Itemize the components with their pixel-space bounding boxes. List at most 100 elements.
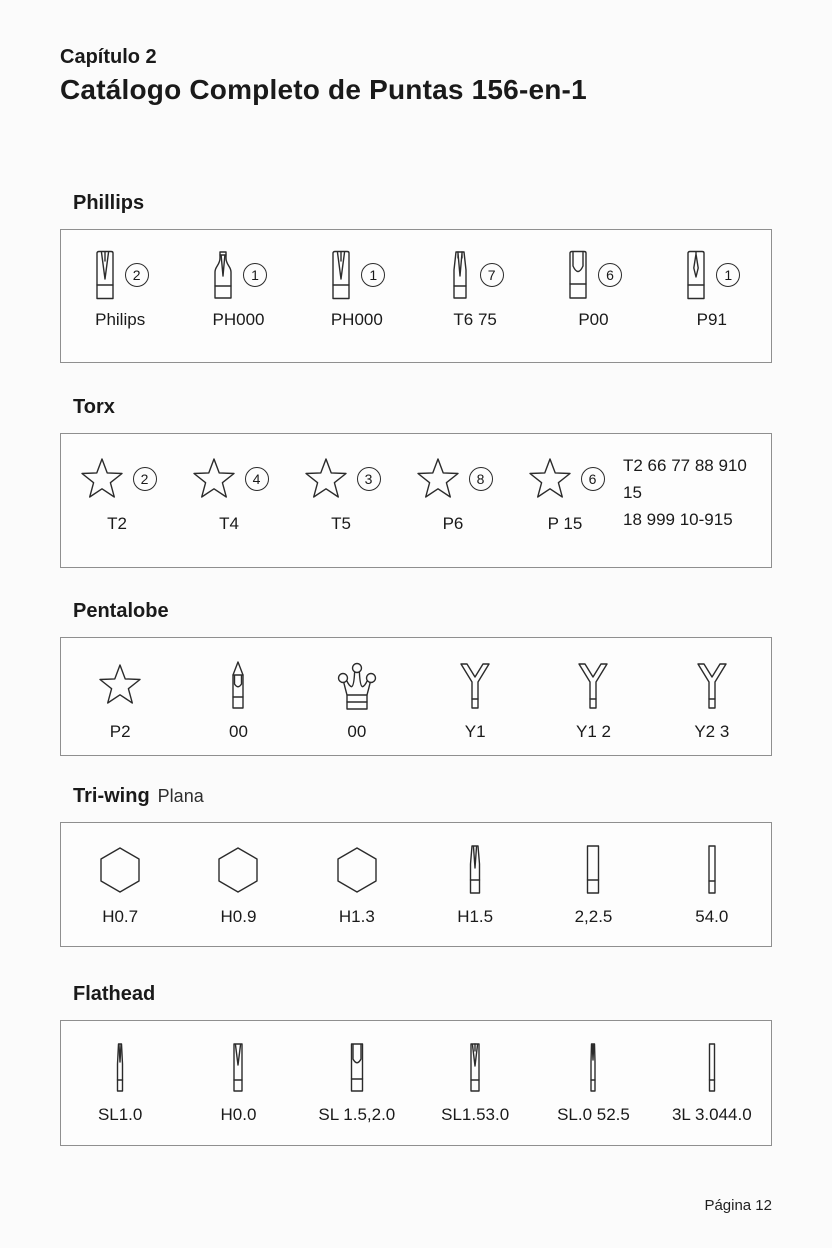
section-flathead: Flathead SL1.0	[60, 983, 772, 1146]
bit-item: H0.9	[179, 840, 297, 946]
pencil-bit-icon	[232, 661, 245, 709]
section-title: Tri-wing	[73, 785, 150, 807]
tri-point-y-bit-icon	[460, 663, 490, 709]
section-torx: Torx 2 T2 4 T4	[60, 396, 772, 568]
bit-item: 1 PH000	[298, 247, 416, 362]
bit-item: 6 P 15	[509, 451, 621, 567]
bit-label: 54.0	[695, 907, 729, 926]
flat-thin-taper-bit-icon	[590, 1043, 597, 1092]
torx-box: 2 T2 4 T4 3	[60, 433, 772, 568]
section-title: Torx	[73, 396, 115, 418]
torx-star-icon	[192, 458, 235, 498]
bit-item: SL 1.5,2.0	[298, 1038, 416, 1145]
slim-rect-bit-icon	[708, 845, 716, 894]
page-number: Página 12	[704, 1197, 772, 1214]
bit-item: Y1 2	[534, 655, 652, 755]
bit-label: P2	[109, 722, 131, 741]
bit-label: 00	[229, 722, 248, 741]
bit-item: 2,2.5	[534, 840, 652, 946]
bit-item: Y2 3	[653, 655, 771, 755]
bit-item: SL.0 52.5	[534, 1038, 652, 1145]
count-badge: 6	[597, 263, 622, 287]
bit-item: P2	[61, 655, 179, 755]
bit-item: 00	[179, 655, 297, 755]
hex-bit-icon	[218, 847, 259, 893]
count-badge: 1	[716, 263, 741, 287]
bit-item: 2 T2	[61, 451, 173, 567]
section-title: Flathead	[73, 983, 156, 1005]
bit-label: Y1	[464, 722, 486, 741]
bit-label: P00	[578, 310, 609, 329]
bit-item: 8 P6	[397, 451, 509, 567]
bit-label: SL 1.5,2.0	[318, 1105, 396, 1124]
bit-item: 54.0	[653, 840, 771, 946]
hex-bit-icon	[337, 847, 377, 893]
torx-star-icon	[416, 458, 459, 498]
crown-bit-icon	[337, 662, 377, 710]
bit-label: SL1.0	[97, 1105, 143, 1124]
phillips-bit-icon	[95, 250, 114, 300]
bit-label: H1.5	[457, 907, 494, 926]
bit-item: 7 T6 75	[416, 247, 534, 362]
bit-label: Y1 2	[575, 722, 611, 741]
bit-label: PH000	[212, 310, 265, 329]
phillips-taper-bit-icon	[452, 251, 467, 299]
flat-v-bit-icon	[233, 1043, 244, 1092]
bit-item: 1 PH000	[179, 247, 297, 362]
flat-v-bit-icon	[470, 1043, 480, 1092]
bit-item: 00	[298, 655, 416, 755]
torx-sizes-note: T2 66 77 88 910 15 18 999 10-915	[621, 451, 771, 567]
bit-item: H0.0	[179, 1038, 297, 1145]
bit-label: H1.3	[338, 907, 375, 926]
note-line: T2 66 77 88 910 15	[623, 456, 747, 502]
torx-star-icon	[304, 458, 347, 498]
rect-bit-icon	[587, 845, 600, 894]
section-title: Phillips	[73, 192, 145, 214]
chapter-label: Capítulo 2	[60, 46, 157, 68]
bit-label: 2,2.5	[574, 907, 613, 926]
bit-label: PH000	[330, 310, 383, 329]
phillips-bit-icon	[332, 250, 351, 300]
pentalobe-star-icon	[99, 664, 141, 704]
taper-bit-icon	[469, 845, 481, 894]
bit-label: P6	[442, 514, 464, 533]
count-badge: 1	[361, 263, 386, 287]
bit-label: SL.0 52.5	[557, 1105, 630, 1124]
bit-label: P91	[696, 310, 727, 329]
bit-item: SL1.53.0	[416, 1038, 534, 1145]
bit-label: T5	[331, 514, 351, 533]
bit-item: SL1.0	[61, 1038, 179, 1145]
section-title: Pentalobe	[73, 600, 169, 622]
count-badge: 2	[132, 467, 157, 491]
tri-wing-box: H0.7 H0.9 H1.3	[60, 822, 772, 947]
bit-item: H1.3	[298, 840, 416, 946]
bit-item: H0.7	[61, 840, 179, 946]
section-subtitle: Plana	[157, 786, 204, 806]
bit-label: T6 75	[453, 310, 497, 329]
section-phillips: Phillips 2 Philips	[60, 192, 772, 363]
count-badge: 1	[242, 263, 267, 287]
phillips-box: 2 Philips 1 PH000	[60, 229, 772, 363]
bit-item: 2 Philips	[61, 247, 179, 362]
count-badge: 3	[356, 467, 381, 491]
page-title: Catálogo Completo de Puntas 156-en-1	[60, 74, 587, 105]
hex-bit-icon	[100, 847, 140, 893]
tri-point-y-bit-icon	[578, 663, 609, 709]
bit-label: Philips	[95, 310, 146, 329]
flat-taper-bit-icon	[116, 1043, 124, 1092]
bit-item: Y1	[416, 655, 534, 755]
u-groove-bit-icon	[569, 250, 587, 299]
bit-item: 1 P91	[653, 247, 771, 362]
bit-label: T2	[107, 514, 127, 533]
count-badge: 6	[580, 467, 605, 491]
bit-label: Y2 3	[694, 722, 730, 741]
flat-wide-bit-icon	[350, 1043, 364, 1092]
bit-label: P 15	[547, 514, 583, 533]
diamond-tip-bit-icon	[687, 250, 705, 300]
bit-item: 6 P00	[534, 247, 652, 362]
section-tri-wing: Tri-wing Plana H0.7 H0.9	[60, 785, 772, 947]
torx-star-icon	[528, 458, 571, 498]
bit-label: SL1.53.0	[441, 1105, 510, 1124]
bit-label: 3L 3.044.0	[671, 1105, 752, 1124]
